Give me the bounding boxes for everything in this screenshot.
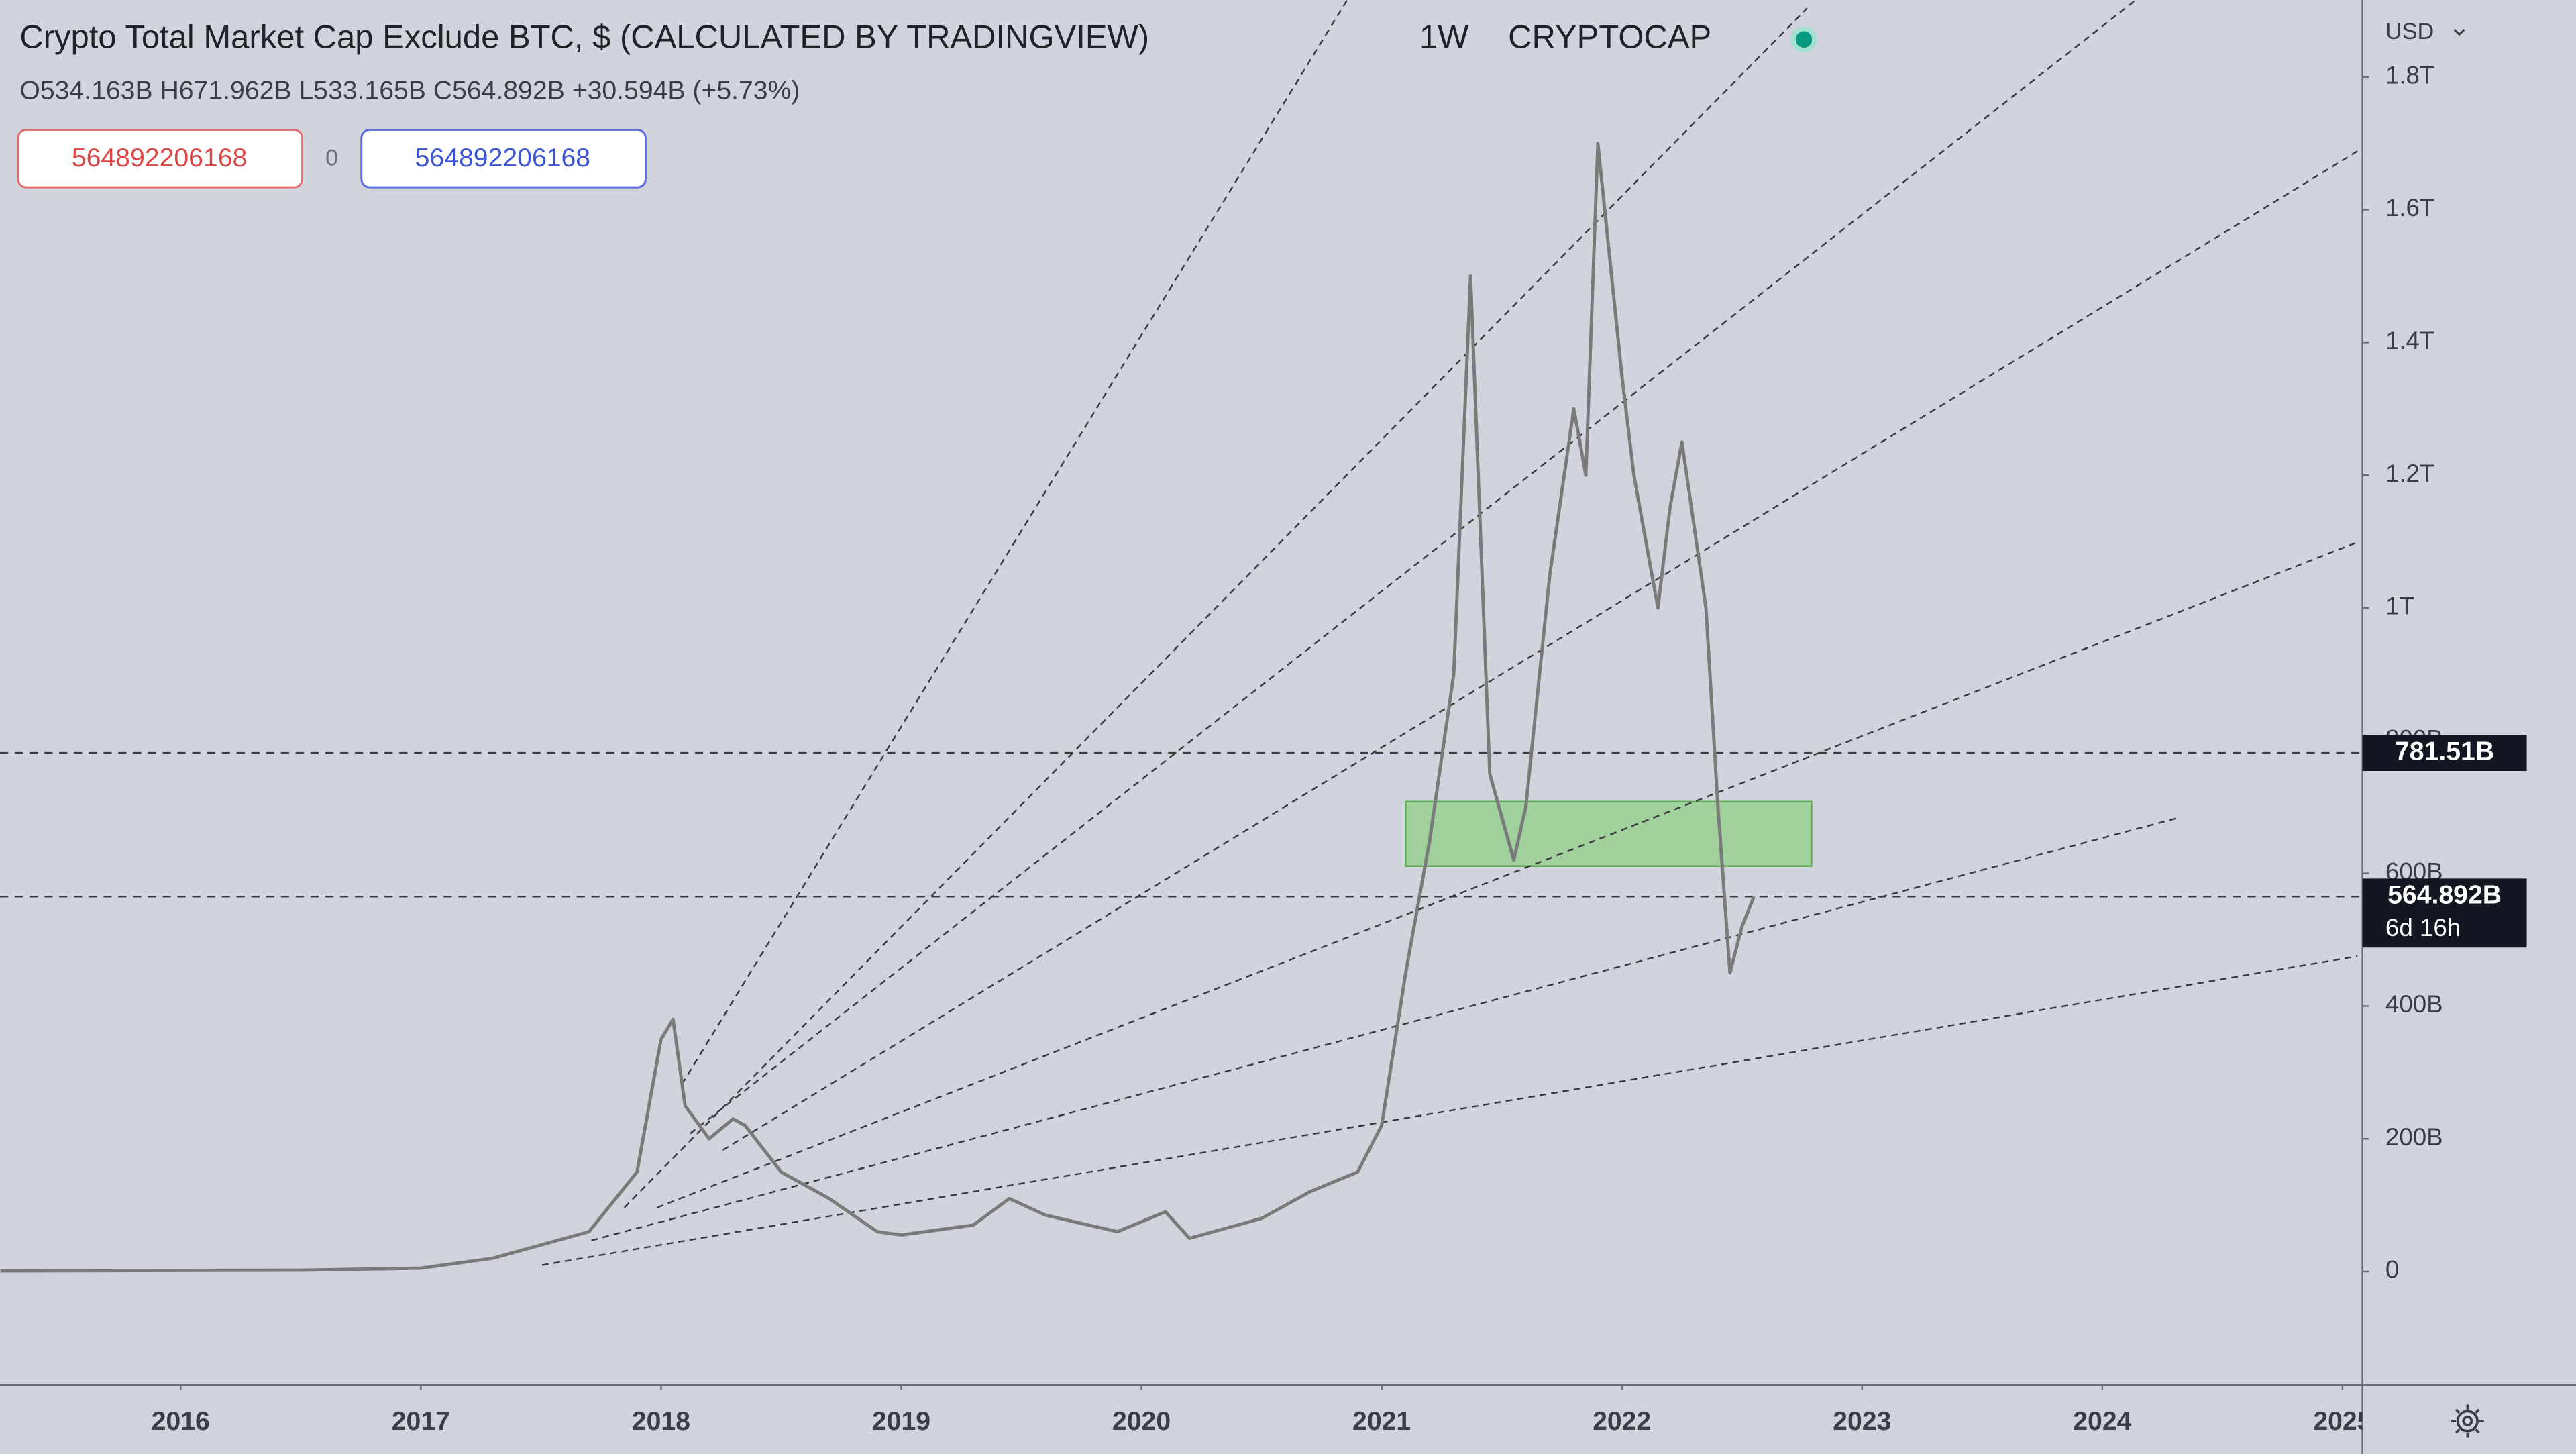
x-tick-label: 2025 xyxy=(2313,1407,2371,1436)
y-tick-label: 1.6T xyxy=(2385,194,2434,221)
currency-caret[interactable] xyxy=(2453,29,2465,36)
x-tick-label: 2024 xyxy=(2073,1407,2131,1436)
y-tick-label: 1T xyxy=(2385,592,2414,620)
price-line-series xyxy=(0,142,1756,1273)
countdown-label: 6d 16h xyxy=(2385,914,2461,941)
exchange: CRYPTOCAP xyxy=(1508,19,1711,56)
buy-button[interactable] xyxy=(360,128,647,189)
x-tick-label: 2020 xyxy=(1112,1407,1171,1436)
currency-selector[interactable]: USD xyxy=(2385,19,2434,44)
y-tick-label: 200B xyxy=(2385,1123,2443,1151)
interval: 1W xyxy=(1419,19,1469,56)
fan-line xyxy=(623,7,1808,1208)
x-tick-label: 2017 xyxy=(392,1407,450,1436)
buy-price[interactable]: 564892206168 xyxy=(415,144,590,172)
fan-line xyxy=(657,541,2358,1208)
fan-line xyxy=(591,817,2178,1241)
x-tick-label: 2021 xyxy=(1352,1407,1411,1436)
fan-line xyxy=(681,0,1348,1085)
spread: 0 xyxy=(325,146,338,171)
y-tick-label: 1.4T xyxy=(2385,327,2434,354)
y-tick-label: 1.8T xyxy=(2385,61,2434,89)
ohlc-values: O534.163B H671.962B L533.165B C564.892B … xyxy=(19,76,800,105)
x-tick-label: 2016 xyxy=(152,1407,210,1436)
sell-price[interactable]: 564892206168 xyxy=(72,144,247,172)
status-dot xyxy=(1795,31,1813,48)
price-badge xyxy=(2362,878,2527,948)
chart-title: Crypto Total Market Cap Exclude BTC, $ (… xyxy=(19,19,1149,56)
price-badge xyxy=(2362,735,2527,772)
sell-button[interactable] xyxy=(17,128,304,189)
fan-line xyxy=(722,150,2358,1151)
x-tick-label: 2018 xyxy=(632,1407,690,1436)
fan-line xyxy=(689,0,2137,1135)
settings-icon[interactable] xyxy=(2451,1404,2484,1438)
fan-lines xyxy=(541,0,2358,1266)
fan-line xyxy=(541,955,2358,1266)
y-tick-label: 1.2T xyxy=(2385,460,2434,487)
y-tick-label: 0 xyxy=(2385,1256,2399,1284)
price-axis: 0200B400B600B800B1T1.2T1.4T1.6T1.8T781.5… xyxy=(2362,61,2527,1284)
time-axis: 2016 2017 2018 2019 2020 2021 2022 2023 2024 2025 xyxy=(152,1385,2371,1436)
x-tick-label: 2019 xyxy=(872,1407,930,1436)
y-tick-label: 400B xyxy=(2385,990,2443,1018)
plot-area xyxy=(0,0,2363,1273)
price-badge-label: 564.892B xyxy=(2387,881,2502,910)
price-badge-label: 781.51B xyxy=(2395,737,2494,766)
price-zone xyxy=(1405,800,1813,867)
x-tick-label: 2023 xyxy=(1833,1407,1891,1436)
x-tick-label: 2022 xyxy=(1593,1407,1651,1436)
